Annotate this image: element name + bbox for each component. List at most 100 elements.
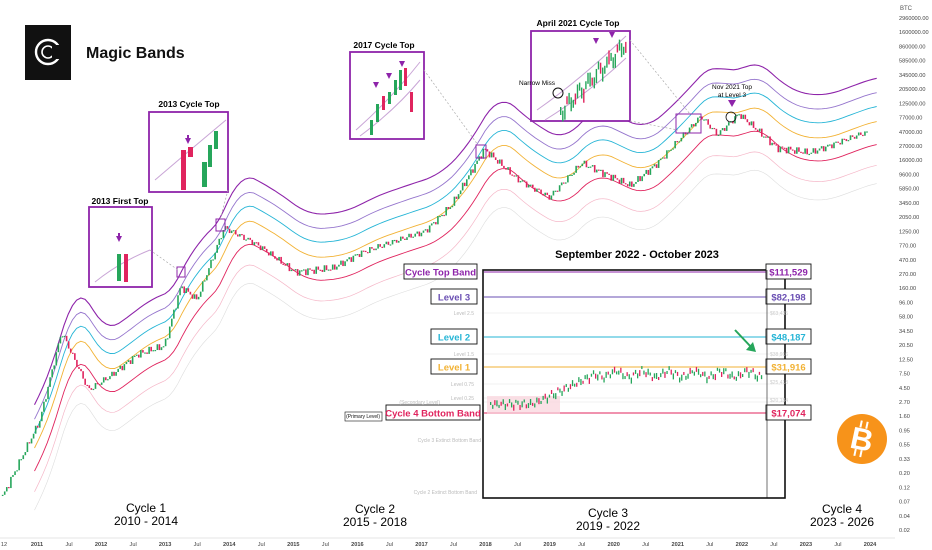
- svg-text:April 2021 Cycle Top: April 2021 Cycle Top: [537, 18, 620, 28]
- price-candle: [845, 139, 848, 142]
- price-candle: [129, 360, 132, 364]
- price-candle: [777, 144, 780, 153]
- zoom-candle: [536, 397, 538, 403]
- price-candle: [38, 421, 41, 428]
- price-candle: [692, 124, 695, 127]
- price-candle: [517, 175, 520, 183]
- zoom-candle: [735, 376, 737, 381]
- zoom-candle: [731, 371, 733, 378]
- price-candle: [177, 295, 179, 309]
- y-tick-label: 0.04: [899, 514, 910, 520]
- zoom-candle: [517, 400, 519, 405]
- price-candle: [282, 263, 285, 265]
- price-candle: [781, 146, 784, 148]
- price-series: [1, 114, 868, 497]
- price-candle: [255, 242, 258, 244]
- price-candle: [742, 114, 745, 119]
- zoom-panel-title: September 2022 - October 2023: [555, 249, 719, 261]
- inset-title: 2013 First Top: [92, 196, 149, 206]
- zoom-candle: [643, 370, 645, 375]
- price-candle: [218, 238, 221, 245]
- price-candle: [381, 246, 384, 248]
- arrow-down-icon: [116, 236, 122, 242]
- y-tick-label: 0.12: [899, 485, 910, 491]
- price-candle: [267, 252, 270, 256]
- price-candle: [208, 268, 210, 276]
- price-candle: [265, 248, 268, 253]
- price-candle: [239, 234, 241, 237]
- price-candle: [628, 181, 631, 187]
- price-candle: [57, 343, 60, 353]
- zoom-candle: [559, 388, 561, 393]
- price-candle: [321, 269, 324, 272]
- zoom-faint-price: $38,916: [770, 352, 788, 358]
- price-candle: [69, 348, 72, 353]
- price-candle: [488, 151, 491, 158]
- price-candle: [32, 433, 35, 439]
- price-candle: [84, 378, 86, 385]
- arrow-down-icon: [593, 38, 599, 44]
- price-candle: [107, 379, 109, 381]
- price-candle: [257, 242, 260, 246]
- price-candle: [86, 384, 89, 387]
- y-tick-label: 160.00: [899, 286, 916, 292]
- price-candle: [371, 247, 373, 249]
- price-candle: [348, 257, 351, 260]
- price-candle: [738, 114, 740, 116]
- svg-text:2017 Cycle Top: 2017 Cycle Top: [353, 40, 414, 50]
- price-candle: [408, 233, 410, 238]
- price-candle: [191, 294, 194, 299]
- zoom-candle: [655, 372, 658, 379]
- price-candle: [329, 269, 332, 271]
- price-candle: [168, 326, 171, 339]
- x-tick-label: Jul: [642, 542, 649, 548]
- price-candle: [798, 147, 800, 152]
- price-candle: [263, 246, 266, 249]
- price-candle: [270, 251, 272, 256]
- band-line: [34, 64, 877, 406]
- price-candle: [104, 377, 107, 381]
- zoom-candle: [618, 370, 620, 375]
- zoom-candle: [641, 366, 643, 370]
- price-candle: [201, 281, 204, 292]
- svg-text:Cycle 2: Cycle 2: [355, 502, 395, 516]
- svg-text:Narrow Miss: Narrow Miss: [519, 80, 556, 87]
- zoom-candle: [553, 393, 555, 399]
- x-tick-label: Jul: [386, 542, 393, 548]
- price-candle: [746, 119, 749, 123]
- price-candle: [463, 182, 466, 187]
- zoom-candle: [601, 375, 603, 380]
- price-candle: [750, 121, 753, 126]
- zoom-candle: [662, 368, 664, 374]
- price-candle: [354, 254, 357, 256]
- zoom-candle: [607, 371, 609, 375]
- price-candle: [643, 173, 646, 177]
- zoom-price-label: $31,916: [771, 363, 805, 374]
- price-candle: [148, 346, 150, 354]
- zoom-candle: [576, 382, 578, 387]
- price-candle: [853, 136, 856, 139]
- price-candle: [150, 346, 152, 352]
- price-candle: [424, 229, 427, 231]
- zoom-faint-price: $63,435: [770, 311, 788, 317]
- price-candle: [843, 138, 846, 140]
- price-candle: [131, 356, 134, 364]
- zoom-candle: [737, 371, 740, 377]
- y-tick-label: 58.00: [899, 315, 913, 321]
- zoom-candle: [723, 368, 725, 375]
- y-tick-label: 0.33: [899, 457, 910, 463]
- price-candle: [303, 269, 305, 271]
- price-candle: [26, 442, 29, 453]
- price-candle: [307, 268, 309, 276]
- zoom-candle: [754, 374, 756, 380]
- zoom-candle: [511, 402, 513, 408]
- price-candle: [459, 190, 462, 195]
- zoom-candle: [760, 375, 763, 380]
- price-candle: [119, 365, 122, 369]
- y-tick-label: 2960000.00: [899, 16, 929, 22]
- price-candle: [109, 376, 111, 380]
- price-candle: [527, 184, 530, 188]
- price-candle: [694, 122, 697, 127]
- price-candle: [697, 117, 699, 123]
- y-tick-label: 205000.00: [899, 87, 925, 93]
